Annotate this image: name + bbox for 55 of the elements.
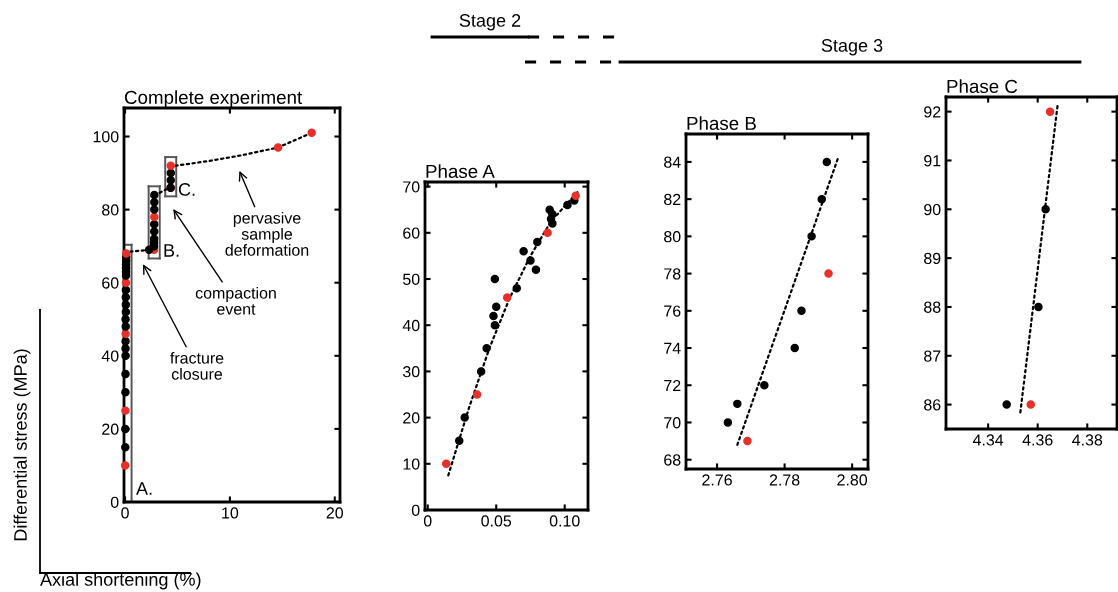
y-tick-label: 40 [101,350,119,362]
y-tick-label: 76 [664,305,681,317]
y-tick-label: 80 [102,204,119,216]
y-tick-label: 0 [110,496,119,508]
x-tick-label: 0 [121,507,129,519]
y-tick-label: 30 [402,366,420,378]
x-tick-label: 4.34 [972,434,1004,446]
chart-title: Phase C [947,79,1018,94]
x-tick-label: 10 [222,507,239,519]
x-tick-label: 2.80 [837,474,868,486]
chart-title: Phase B [687,116,756,131]
x-tick-label: 0 [423,515,432,527]
y-tick-label: 92 [924,106,941,118]
y-tick-label: 40 [402,319,420,332]
annotation: C. [178,183,195,196]
y-tick-label: 88 [924,301,941,313]
y-tick-label: 50 [403,273,420,285]
text: Stage 2 [459,14,521,31]
x-tick-label: 2.76 [702,474,732,486]
y-tick-label: 82 [664,193,681,206]
x-tick-label: 0.10 [549,515,580,527]
annotation: pervasive sample deformation [225,212,309,256]
annotation: A. [136,482,152,495]
x-axis-title: Axial shortening (%) [40,572,201,590]
y-tick-label: 70 [403,181,420,193]
y-tick-label: 80 [664,231,681,243]
y-tick-label: 72 [664,379,681,392]
annotation: fracture closure [170,352,224,380]
y-axis-title: Differential stress (MPa) [13,349,31,541]
text: Stage 3 [821,39,883,56]
y-tick-label: 20 [403,412,420,424]
y-tick-label: 68 [664,454,681,466]
annotation: compaction event [195,287,276,315]
x-tick-label: 4.38 [1072,434,1103,446]
y-tick-label: 60 [102,277,119,289]
x-tick-label: 4.36 [1022,434,1053,446]
x-tick-label: 20 [326,507,344,519]
chart-title: Phase A [426,164,495,179]
y-tick-label: 86 [924,399,941,411]
y-tick-label: 10 [403,458,420,470]
y-tick-label: 84 [664,156,681,168]
y-tick-label: 20 [102,423,119,435]
y-tick-label: 100 [93,131,119,143]
y-tick-label: 78 [664,268,681,280]
y-tick-label: 74 [664,342,681,354]
y-tick-label: 90 [924,203,941,216]
x-tick-label: 2.78 [769,474,800,486]
y-tick-label: 89 [924,252,941,265]
y-tick-label: 87 [924,350,941,362]
chart-title: Complete experiment [124,90,303,108]
y-tick-label: 60 [403,227,420,239]
x-tick-label: 0.05 [481,515,512,527]
y-tick-label: 91 [924,155,941,167]
annotation: B. [164,244,179,257]
y-tick-label: 70 [664,417,681,429]
